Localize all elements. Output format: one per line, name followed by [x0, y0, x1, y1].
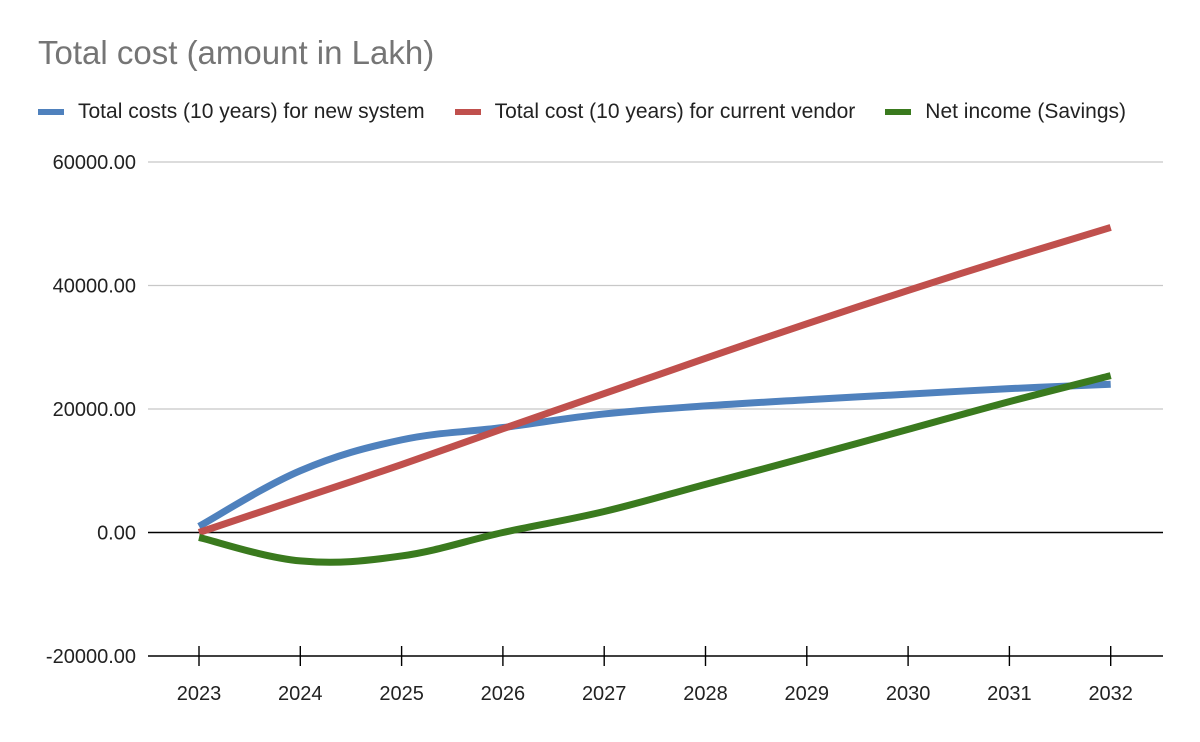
legend-label-current-vendor: Total cost (10 years) for current vendor	[494, 100, 856, 123]
x-tick-label: 2024	[278, 683, 323, 705]
series-line-net-income	[198, 372, 1112, 566]
y-tick-label: 60000.00	[53, 152, 136, 174]
y-tick-label: -20000.00	[46, 646, 136, 668]
y-tick-label: 20000.00	[53, 399, 136, 421]
x-tick-label: 2030	[886, 683, 931, 705]
legend-swatch-current-vendor	[454, 109, 481, 115]
x-tick-label: 2026	[481, 683, 526, 705]
y-tick-label: 0.00	[97, 523, 136, 545]
x-tick-label: 2027	[582, 683, 627, 705]
x-tick-label: 2031	[987, 683, 1032, 705]
x-tick-label: 2029	[785, 683, 830, 705]
x-tick-label: 2025	[379, 683, 424, 705]
x-tick-label: 2023	[177, 683, 222, 705]
legend-swatch-new-system	[38, 109, 64, 115]
y-tick-label: 40000.00	[53, 276, 136, 298]
x-tick-label: 2028	[683, 683, 728, 705]
legend-label-net-income: Net income (Savings)	[925, 100, 1127, 123]
legend-item-new-system: Total costs (10 years) for new system	[38, 100, 425, 124]
legend-item-current-vendor: Total cost (10 years) for current vendor	[454, 100, 856, 124]
legend-label-new-system: Total costs (10 years) for new system	[78, 100, 425, 123]
legend: Total costs (10 years) for new system To…	[38, 100, 1126, 124]
series-line-current-vendor	[197, 224, 1112, 536]
legend-swatch-net-income	[885, 109, 912, 115]
chart-title: Total cost (amount in Lakh)	[38, 34, 435, 71]
x-tick-label: 2032	[1088, 683, 1133, 705]
legend-item-net-income: Net income (Savings)	[885, 100, 1126, 124]
series-line-new-system	[197, 380, 1111, 530]
